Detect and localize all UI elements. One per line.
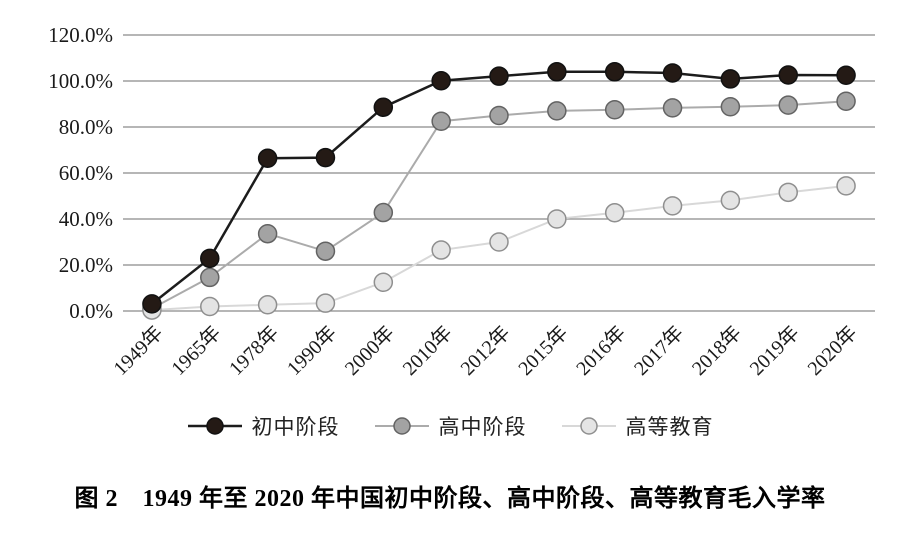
y-tick-label: 120.0% [48, 23, 113, 47]
line-chart-plot-area: 0.0% 20.0% 40.0% 60.0% 80.0% 100.0% 120.0% 1949… [48, 23, 875, 380]
data-point-higher-education [257, 295, 278, 315]
legend-marker-senior-secondary-icon [374, 417, 429, 435]
data-point-higher-education [547, 209, 567, 229]
data-point-junior-secondary [720, 69, 741, 89]
data-point-senior-secondary [489, 105, 509, 126]
data-point-junior-secondary [547, 62, 567, 82]
y-tick-label: 60.0% [59, 161, 113, 185]
data-point-senior-secondary [720, 97, 741, 117]
data-point-senior-secondary [431, 111, 451, 131]
data-point-senior-secondary [778, 95, 798, 115]
legend-marker-higher-education-icon [561, 417, 616, 435]
data-point-junior-secondary [257, 148, 278, 169]
legend-label-higher-education: 高等教育 [625, 415, 714, 439]
data-point-senior-secondary [200, 267, 220, 288]
data-point-senior-secondary [836, 91, 856, 111]
data-point-junior-secondary [315, 147, 336, 168]
x-tick-label: 1978年 [224, 321, 283, 380]
data-point-junior-secondary [604, 62, 625, 82]
data-point-senior-secondary [604, 100, 625, 120]
data-point-higher-education [315, 293, 336, 313]
x-tick-label: 1990年 [282, 321, 341, 380]
data-point-junior-secondary [431, 71, 451, 91]
legend-item-higher-education: 高等教育 [561, 411, 714, 441]
data-point-senior-secondary [315, 241, 336, 261]
data-point-junior-secondary [836, 65, 856, 85]
x-tick-label: 2019年 [745, 321, 804, 380]
data-point-junior-secondary [142, 294, 162, 314]
x-tick-label: 2015年 [514, 321, 573, 380]
x-tick-label: 1965年 [167, 321, 226, 380]
x-tick-label: 2000年 [340, 321, 399, 380]
data-point-higher-education [604, 203, 625, 223]
data-point-higher-education [200, 296, 220, 317]
x-tick-label: 2010年 [398, 321, 457, 380]
series-line-senior-secondary [151, 100, 847, 310]
legend-item-senior-secondary: 高中阶段 [374, 411, 527, 441]
legend-marker-junior-secondary-icon [187, 417, 242, 435]
data-point-junior-secondary [662, 63, 683, 83]
data-point-junior-secondary [373, 97, 394, 117]
x-tick-label: 2020年 [803, 321, 862, 380]
data-point-senior-secondary [662, 98, 683, 118]
data-point-higher-education [720, 190, 741, 211]
data-point-senior-secondary [373, 202, 394, 223]
y-tick-label: 40.0% [59, 207, 113, 231]
y-tick-label: 20.0% [59, 253, 113, 277]
data-point-senior-secondary [547, 101, 567, 121]
y-tick-label: 0.0% [69, 299, 113, 323]
data-point-higher-education [662, 196, 683, 216]
data-point-senior-secondary [257, 223, 278, 244]
data-point-higher-education [373, 272, 394, 292]
data-point-higher-education [431, 240, 451, 260]
x-tick-label: 2016年 [572, 321, 631, 380]
y-tick-label: 80.0% [59, 115, 113, 139]
chart-legend: 初中阶段 高中阶段 高等教育 [0, 410, 900, 442]
y-tick-label: 100.0% [48, 69, 113, 93]
data-point-junior-secondary [778, 65, 798, 85]
data-point-higher-education [489, 232, 509, 252]
x-tick-label: 2012年 [456, 321, 515, 380]
data-point-higher-education [836, 176, 856, 196]
legend-item-junior-secondary: 初中阶段 [187, 411, 340, 441]
x-tick-label: 1949年 [109, 321, 168, 380]
data-point-junior-secondary [200, 248, 220, 269]
x-tick-label: 2017年 [629, 321, 688, 380]
data-point-higher-education [778, 182, 798, 203]
legend-label-junior-secondary: 初中阶段 [251, 415, 340, 439]
legend-label-senior-secondary: 高中阶段 [438, 415, 527, 439]
x-tick-label: 2018年 [687, 321, 746, 380]
figure-caption: 图 2 1949 年至 2020 年中国初中阶段、高中阶段、高等教育毛入学率 [74, 486, 826, 512]
data-point-junior-secondary [489, 66, 509, 86]
